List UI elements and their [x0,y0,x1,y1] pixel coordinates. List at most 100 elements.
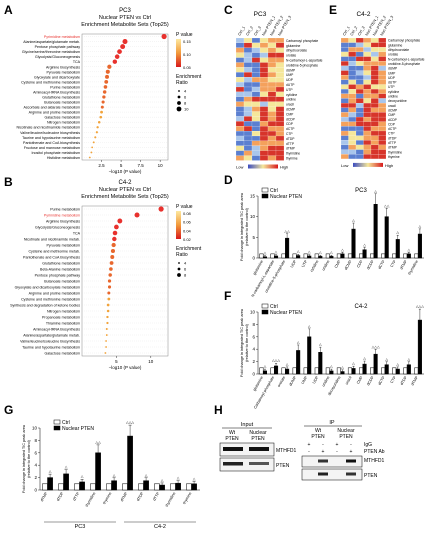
significance-mark: △ [352,219,356,223]
heatmap-cell [235,116,245,122]
x-tick-label: 5 [120,163,123,168]
data-point [99,115,103,119]
heatmap-row-label: cytidine [388,90,399,94]
heatmap-cell [370,37,379,43]
legend-pvalue-tick: 0.06 [183,220,192,225]
legend-ratio-title: Enrichment [176,74,202,80]
panel-letter-g: G [4,403,13,417]
heatmap-cell [355,61,364,66]
heatmap-cell [363,116,372,122]
heatmap-row-label: dCMP [286,108,296,112]
legend-pten-swatch [261,309,269,315]
heatmap-title: C4-2 [356,11,370,18]
heatmap-cell [251,72,261,78]
bar-ctrl [270,367,275,375]
heatmap-cell [340,144,349,150]
legend-pvalue-tick: 0.05 [183,65,192,70]
category-label: Pyruvate metabolism [46,244,80,248]
bar-nuclear-pten [175,482,181,491]
heatmap-cell [251,91,261,97]
bar-ctrl [281,253,286,259]
heatmap-cell [355,56,364,62]
heatmap-cell [340,51,349,57]
heatmap-cell [355,65,364,71]
category-label: Glycolysis/Gluconeogenesis [35,226,80,230]
heatmap-cell [348,70,357,76]
bar-ctrl [314,253,319,259]
category-label: Taurine and hypotaurine metabolism [22,136,80,140]
heatmap-cell [243,37,253,43]
heatmap-cell [348,89,357,94]
data-point [107,64,112,69]
heatmap-row-label: dCDP [388,118,398,122]
x-category-label: dCTP [377,259,386,270]
heatmap-row-label: N-carbamoyl-L-aspartate [286,59,323,63]
heatmap-cell [378,140,387,146]
heatmap-cell [348,121,357,127]
legend-pvalue-tick: 0.15 [183,39,192,44]
heatmap-cell [370,70,379,76]
bar-nuclear-pten [329,370,334,375]
heatmap-row-label: thymine [388,155,400,159]
heatmap-cell [243,135,253,141]
heatmap-cell [363,84,372,90]
heatmap-cell [348,98,357,104]
heatmap-legend-high: High [385,163,393,168]
data-point [103,85,108,89]
heatmap-cell [348,56,357,62]
heatmap-legend-high: High [280,165,288,170]
category-label: Galactose metabolism [44,116,80,120]
data-point [107,285,112,289]
data-point [94,136,97,139]
heatmap-legend-low: Low [341,163,348,168]
legend-pvalue-bar [176,211,181,239]
data-point [100,105,104,109]
heatmap-row-label: glutamine [388,43,402,47]
bar-nuclear-pten [384,216,389,259]
heatmap-row-label: UMP [388,71,396,75]
category-label: Glycine/serine/threonine metabolism [22,50,80,54]
heatmap-cell [267,96,277,102]
heatmap-cell [275,82,285,88]
heatmap-cell [370,103,379,108]
heatmap-cell [340,121,349,127]
heatmap-cell [355,144,364,150]
blot-ip-pten [301,468,363,481]
ip-lane-label-2: PTEN [339,434,353,440]
y-tick-label: 15 [250,194,256,199]
bar-nuclear-pten [127,435,133,491]
heatmap-cell [370,135,379,141]
heatmap-cell [363,107,372,113]
heatmap-cell [275,37,285,43]
legend-pten-label: Nuclear PTEN [270,194,302,200]
x-category-label: dTDP [136,491,145,502]
heatmap-cell [378,79,387,85]
heatmap-cell [243,111,253,117]
bar-nuclear-pten [329,256,334,259]
heatmap-cell [340,126,349,132]
input-label: Input [241,422,254,428]
x-category-label: dTTP [152,491,160,501]
heatmap-cell [363,126,372,132]
heatmap-cell [355,112,364,118]
heatmap-cell [378,126,387,132]
heatmap-cell [259,106,269,112]
category-label: Purine metabolism [50,208,80,212]
heatmap-cell [378,98,387,104]
heatmap-column-label: Ctrl_1 [237,26,246,37]
heatmap-cell [235,111,245,117]
heatmap-cell [259,67,269,73]
heatmap-cell [251,145,261,151]
heatmap-cell [243,72,253,78]
category-label: Thiamine metabolism [46,322,80,326]
heatmap-row-label: orotidine-5-phosphate [286,63,318,67]
bar-nuclear-pten [351,368,356,375]
heatmap-cell [378,154,387,159]
bar-nuclear-pten [417,233,422,259]
blot-input-mthfd1 [219,442,275,457]
heatmap-cell [378,56,387,62]
x-category-label: CMP [356,375,364,385]
bar-nuclear-pten [95,452,101,491]
heatmap-cell [348,51,357,57]
